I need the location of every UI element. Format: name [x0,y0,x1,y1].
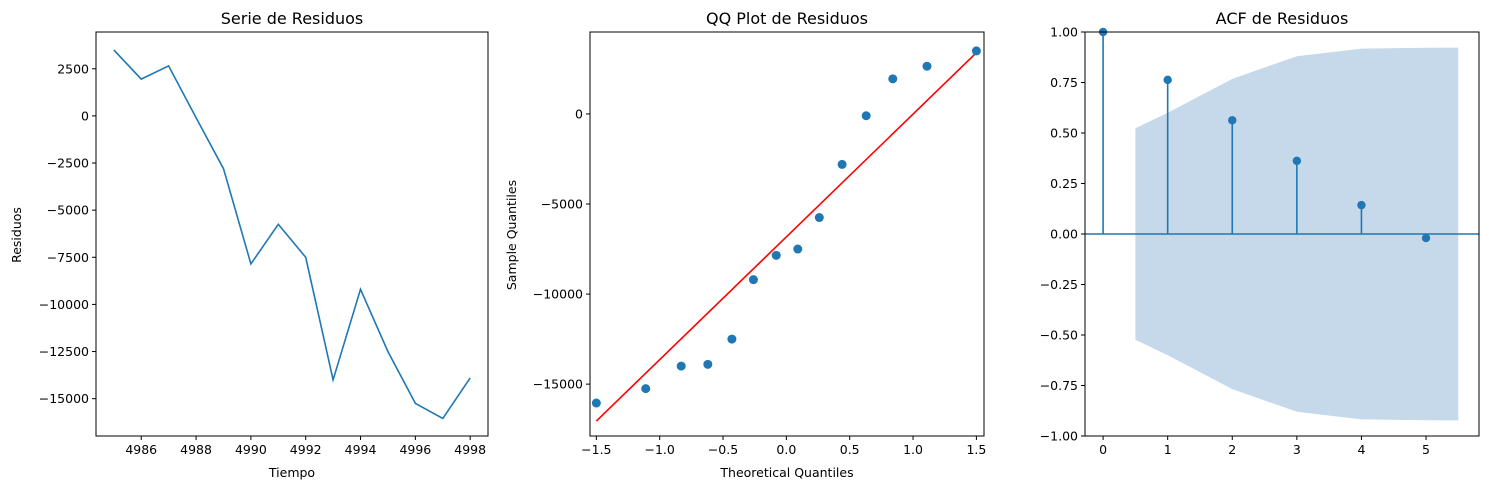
y-tick-label: −10000 [39,297,89,312]
y-tick-label: −0.75 [1040,378,1078,393]
x-tick-label: −0.5 [708,442,738,457]
y-tick-label: −1.00 [1040,429,1078,444]
y-tick-label: 2500 [57,61,89,76]
qq-point [727,334,737,344]
residual-series-panel: Serie de Residuos Tiempo Residuos 4986 49… [9,9,489,480]
qq-point [641,384,651,394]
chart-title: QQ Plot de Residuos [706,9,868,28]
acf-marker [1421,233,1431,243]
qq-point [676,361,686,371]
x-axis-label: Theoretical Quantiles [719,465,853,480]
qq-plot-panel: QQ Plot de Residuos Theoretical Quantile… [504,9,986,480]
y-tick-label: −0.50 [1040,328,1078,343]
y-tick-label: 0.50 [1050,126,1078,141]
qq-point [793,244,803,254]
y-tick-label: −7500 [47,250,89,265]
y-tick-label: −12500 [39,344,89,359]
acf-panel: ACF de Residuos 0 1 2 3 4 5 1.00 0.75 0.50 0.25 0.… [1040,9,1480,457]
x-tick-label: 4986 [125,442,157,457]
acf-marker [1228,116,1237,125]
x-tick-label: −1.0 [644,442,674,457]
qq-point [888,74,898,84]
chart-title: ACF de Residuos [1216,9,1349,28]
chart-title: Serie de Residuos [221,9,363,28]
y-tick-label: −5000 [541,197,583,212]
x-tick-label: 4996 [399,442,431,457]
y-tick-label: −15000 [533,377,583,392]
y-tick-label: −0.25 [1040,277,1078,292]
y-tick-label: 0 [81,108,89,123]
qq-point [771,250,781,260]
residual-series-line [113,49,471,420]
y-axis-label: Residuos [9,207,24,263]
y-tick-label: 0.75 [1050,75,1078,90]
qq-point [837,159,847,169]
x-tick-label: 0.5 [840,442,860,457]
x-tick-label: 3 [1293,442,1301,457]
reference-line [595,52,977,422]
plot-frame [95,31,489,437]
y-tick-label: −15000 [39,391,89,406]
y-tick-label: 0.25 [1050,176,1078,191]
qq-point [971,46,981,56]
x-tick-label: 4988 [180,442,212,457]
y-tick-label: −5000 [47,203,89,218]
y-tick-label: 0 [575,106,583,121]
acf-marker [1357,200,1366,210]
x-tick-label: 1 [1164,442,1172,457]
x-tick-label: 5 [1422,442,1430,457]
x-tick-label: 1.0 [903,442,923,457]
x-tick-label: 4990 [235,442,267,457]
qq-point [591,398,601,408]
y-axis-label: Sample Quantiles [504,180,519,290]
y-tick-label: −2500 [47,156,89,171]
plot-frame [589,31,985,437]
y-tick-label: 0.00 [1050,227,1078,242]
x-tick-label: 4998 [454,442,486,457]
x-tick-label: 1.5 [966,442,986,457]
plot-frame [1084,31,1480,437]
acf-marker [1292,156,1302,166]
qq-point [703,359,713,369]
x-tick-label: 0.0 [776,442,796,457]
qq-point [814,213,824,223]
x-tick-label: 4994 [345,442,377,457]
acf-marker [1163,75,1172,85]
x-tick-label: 4992 [290,442,322,457]
x-tick-label: −1.5 [581,442,611,457]
y-tick-label: 1.00 [1050,25,1078,40]
x-tick-label: 4 [1357,442,1365,457]
x-tick-label: 0 [1099,442,1107,457]
qq-point [861,111,871,121]
x-tick-label: 2 [1228,442,1236,457]
x-axis-label: Tiempo [268,465,315,480]
qq-point [922,61,932,71]
y-tick-label: −10000 [533,287,583,302]
qq-point [748,275,758,285]
